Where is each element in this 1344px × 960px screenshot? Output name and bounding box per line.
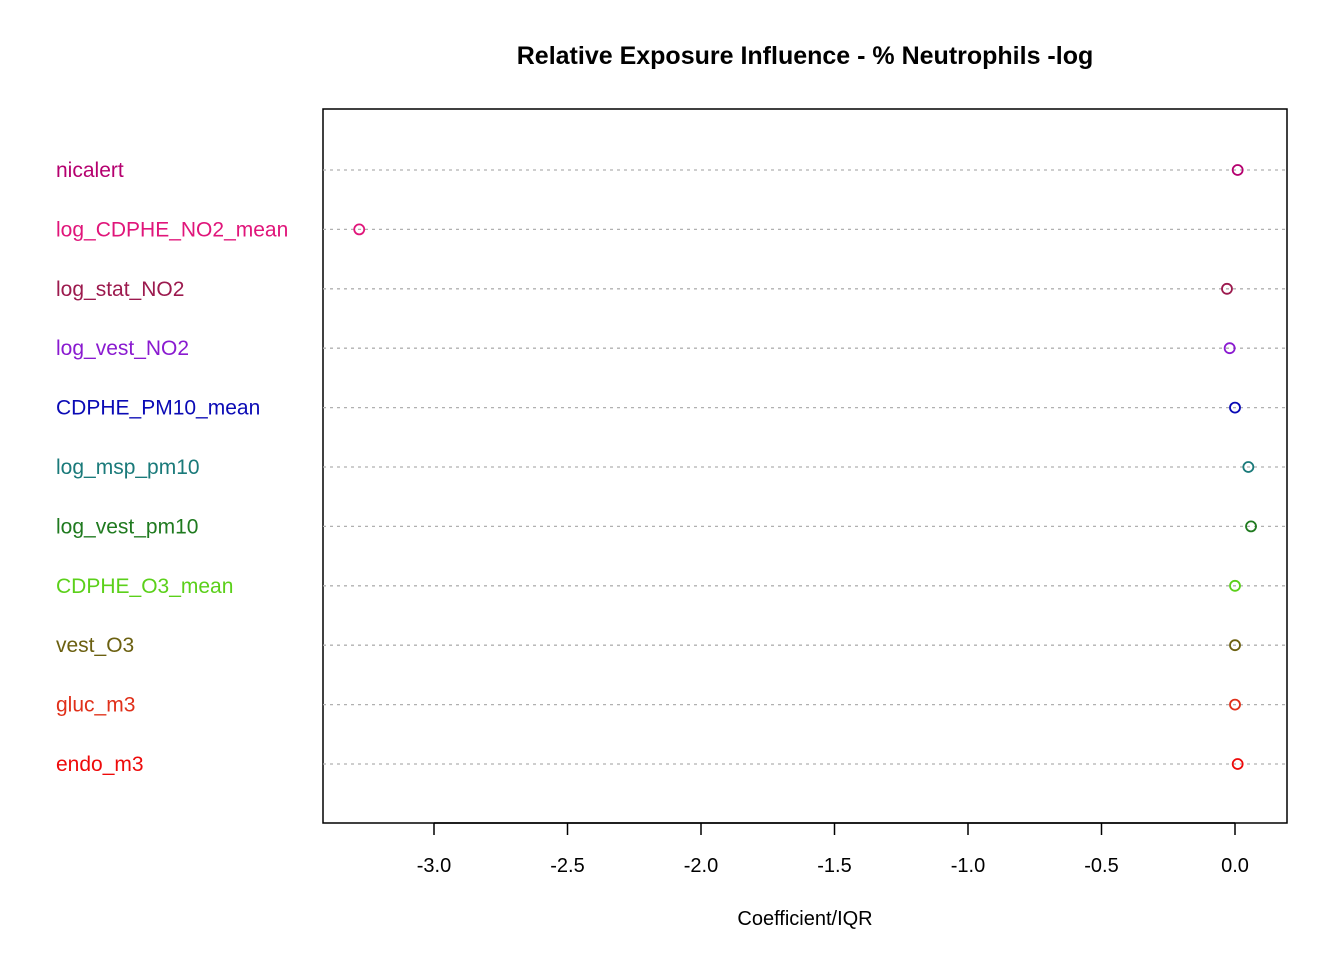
data-point <box>1231 758 1244 770</box>
x-tick-label: -1.0 <box>951 855 985 877</box>
data-point <box>1229 579 1241 592</box>
category-label: CDPHE_PM10_mean <box>56 397 260 420</box>
x-tick-label: -2.5 <box>550 855 584 877</box>
data-point <box>1231 164 1244 176</box>
data-point <box>353 223 366 236</box>
category-label: log_vest_pm10 <box>56 515 198 538</box>
x-tick-label: -3.0 <box>417 855 451 877</box>
category-labels: nicalert log_CDPHE_NO2_mean log_stat_NO2lo… <box>56 159 288 776</box>
data-point <box>1229 639 1241 652</box>
category-label: log_CDPHE_NO2_mean <box>56 218 288 241</box>
category-label: log_vest_NO2 <box>56 337 189 360</box>
gridlines <box>323 169 1287 765</box>
x-tick-label: 0.0 <box>1221 855 1249 877</box>
x-tick-label: -0.5 <box>1084 855 1118 877</box>
data-point <box>1223 342 1236 355</box>
category-label: gluc_m3 <box>56 694 135 717</box>
category-label: nicalert <box>56 159 124 182</box>
x-axis-label: Coefficient/IQR <box>737 908 872 930</box>
category-label: log_msp_pm10 <box>56 456 200 479</box>
category-label: CDPHE_O3_mean <box>56 575 233 598</box>
data-points <box>353 164 1257 770</box>
category-label: log_stat_NO2 <box>56 278 184 301</box>
plot-frame <box>322 108 1288 824</box>
chart-title: Relative Exposure Influence - % Neutroph… <box>517 42 1094 70</box>
x-tick-label: -2.0 <box>684 855 718 877</box>
data-point <box>1242 461 1255 473</box>
data-point <box>1229 698 1241 711</box>
x-tick-label: -1.5 <box>817 855 851 877</box>
category-label: vest_O3 <box>56 634 134 657</box>
data-point <box>1221 282 1233 295</box>
data-point <box>1229 401 1241 414</box>
category-label: endo_m3 <box>56 753 144 776</box>
data-point <box>1245 520 1257 533</box>
x-axis: -3.0 -2.5 -2.0 -1.5 -1.0 -0.5 0.0 <box>417 822 1249 877</box>
